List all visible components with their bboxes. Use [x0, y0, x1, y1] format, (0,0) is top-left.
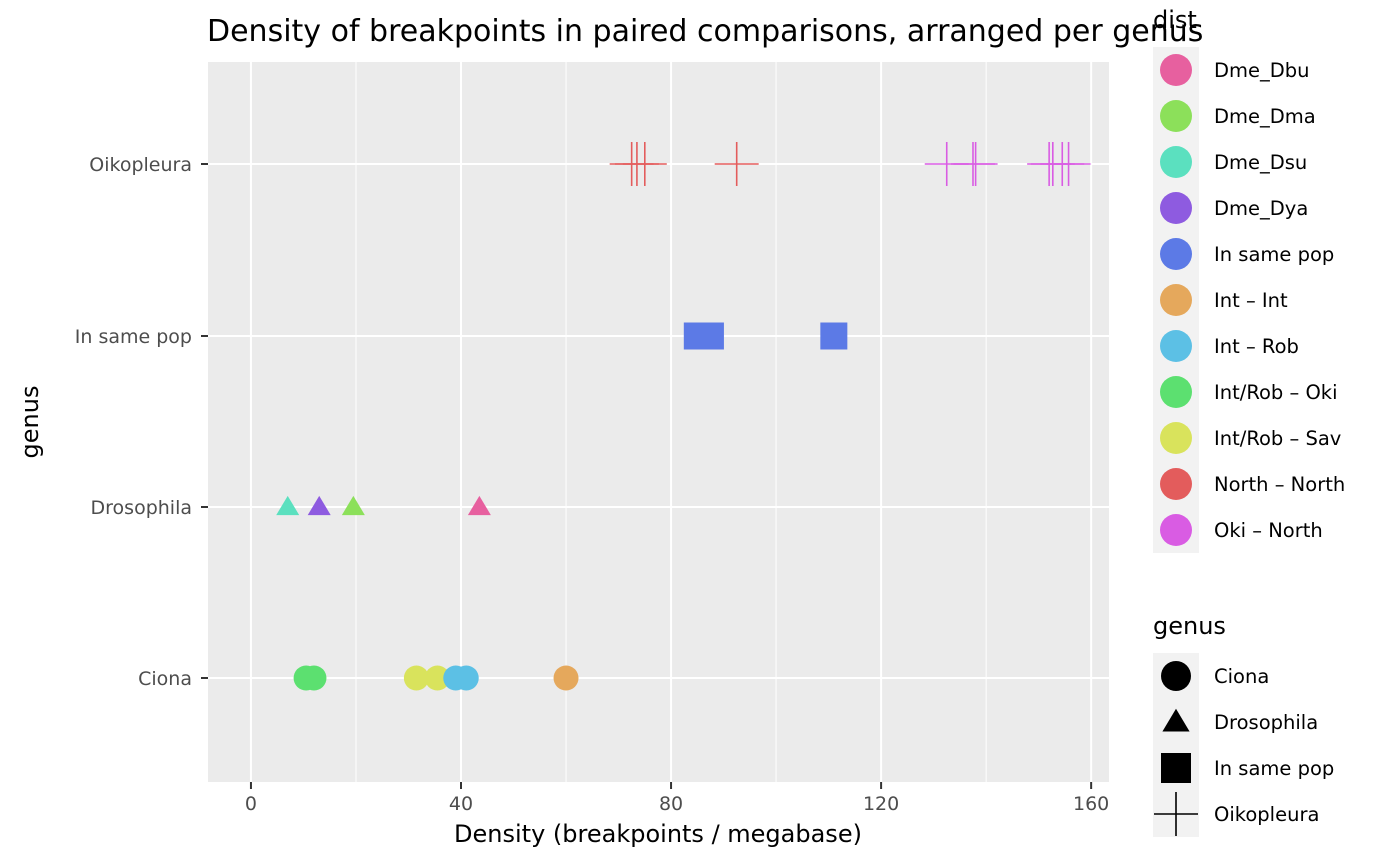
- dist-legend-key: [1160, 468, 1192, 500]
- y-tick-label: Ciona: [138, 668, 192, 690]
- x-tick-label: 80: [659, 793, 683, 815]
- data-point: [696, 322, 724, 350]
- dist-legend-label: In same pop: [1214, 243, 1334, 266]
- genus-legend-key: [1162, 708, 1190, 732]
- dist-legend-key: [1160, 192, 1192, 224]
- data-points: [276, 142, 1091, 691]
- genus-legend-label: Ciona: [1214, 665, 1269, 688]
- dist-legend-label: Oki – North: [1214, 519, 1323, 542]
- dist-legend-key: [1160, 514, 1192, 546]
- dist-legend-key: [1160, 376, 1192, 408]
- dist-legend-key: [1160, 238, 1192, 270]
- genus-legend-key: [1154, 792, 1198, 836]
- x-tick-label: 120: [863, 793, 899, 815]
- genus-legend-label: In same pop: [1214, 757, 1334, 780]
- data-point: [341, 495, 365, 516]
- data-point: [424, 665, 450, 691]
- dist-legend-key: [1160, 284, 1192, 316]
- genus-legend-label: Oikopleura: [1214, 803, 1319, 826]
- dist-legend-key: [1160, 100, 1192, 132]
- dist-legend-key: [1160, 54, 1192, 86]
- dist-legend-label: Int/Rob – Oki: [1214, 381, 1338, 404]
- data-point: [467, 495, 491, 516]
- data-point: [276, 495, 300, 516]
- x-axis: 0 40 80 120 160: [245, 782, 1109, 815]
- minor-gridlines: [355, 62, 987, 782]
- genus-legend-key: [1161, 661, 1191, 691]
- dist-legend-label: Int – Rob: [1214, 335, 1299, 358]
- dist-legend-label: Dme_Dsu: [1214, 151, 1307, 174]
- y-tick-label: Drosophila: [91, 497, 192, 519]
- dist-legend-label: Dme_Dya: [1214, 197, 1308, 220]
- y-tick-label: Oikopleura: [89, 154, 192, 176]
- dist-legend-label: Dme_Dbu: [1214, 59, 1310, 82]
- data-point: [453, 665, 479, 691]
- dist-legend-label: North – North: [1214, 473, 1345, 496]
- dist-legend-label: Int/Rob – Sav: [1214, 427, 1341, 450]
- genus-legend-key: [1161, 753, 1191, 783]
- plot-panel: [208, 62, 1109, 782]
- x-axis-title: Density (breakpoints / megabase): [454, 820, 862, 848]
- dist-legend-title: dist: [1153, 6, 1197, 34]
- x-tick-label: 160: [1073, 793, 1109, 815]
- y-tick-label: In same pop: [75, 326, 192, 348]
- genus-legend-label: Drosophila: [1214, 711, 1318, 734]
- dist-legend-key: [1160, 146, 1192, 178]
- genus-legend-title: genus: [1153, 612, 1226, 640]
- dist-legend-key: [1160, 330, 1192, 362]
- data-point: [403, 665, 429, 691]
- dist-legend: dist Dme_Dbu Dme_Dma Dme_Dsu Dme_Dya In same …: [1153, 6, 1345, 553]
- data-point: [553, 665, 579, 691]
- data-point: [820, 322, 848, 350]
- data-point: [714, 142, 759, 186]
- data-point: [307, 495, 331, 516]
- y-axis-title: genus: [16, 386, 44, 459]
- data-point: [622, 142, 667, 186]
- dist-legend-key: [1160, 422, 1192, 454]
- data-point: [1046, 142, 1091, 186]
- dist-legend-label: Dme_Dma: [1214, 105, 1316, 128]
- x-tick-label: 0: [245, 793, 257, 815]
- data-point: [953, 142, 998, 186]
- y-axis: Ciona Drosophila In same pop Oikopleura: [75, 154, 208, 690]
- data-point: [301, 665, 327, 691]
- dist-legend-label: Int – Int: [1214, 289, 1288, 312]
- x-tick-label: 40: [449, 793, 473, 815]
- genus-legend: genus Ciona Drosophila In same pop Oikopleur…: [1153, 612, 1334, 837]
- chart-title: Density of breakpoints in paired compari…: [207, 14, 1203, 49]
